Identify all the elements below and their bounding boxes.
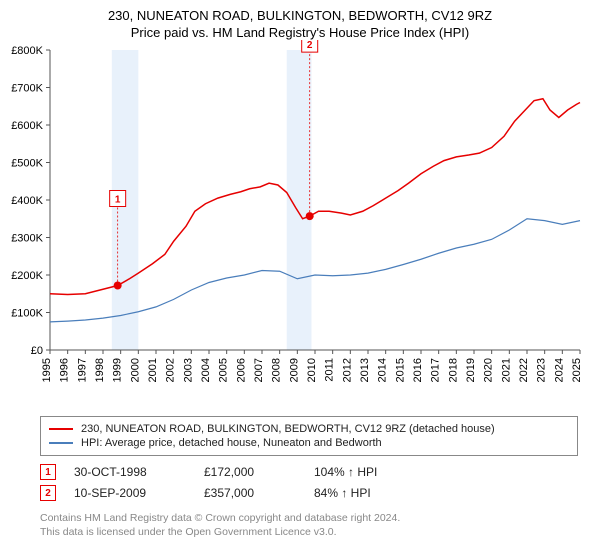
legend-label: HPI: Average price, detached house, Nune…: [81, 437, 382, 449]
sales-table: 1 30-OCT-1998£172,000104% ↑ HPI 2 10-SEP-20…: [40, 464, 578, 501]
y-tick-label: £700K: [11, 83, 43, 95]
x-tick-label: 2007: [253, 358, 265, 382]
x-tick-label: 2003: [182, 358, 194, 382]
x-tick-label: 2012: [341, 358, 353, 382]
x-tick-label: 2025: [571, 358, 583, 382]
chart-title-block: 230, NUNEATON ROAD, BULKINGTON, BEDWORTH…: [0, 0, 600, 40]
y-tick-label: £800K: [11, 45, 43, 57]
legend-item: 230, NUNEATON ROAD, BULKINGTON, BEDWORTH…: [49, 423, 569, 435]
x-tick-label: 2015: [394, 358, 406, 382]
x-tick-label: 2001: [147, 358, 159, 382]
y-tick-label: £600K: [11, 120, 43, 132]
x-tick-label: 2019: [465, 358, 477, 382]
sales-date: 10-SEP-2009: [74, 486, 204, 500]
y-tick-label: £200K: [11, 270, 43, 282]
x-tick-label: 1995: [41, 358, 53, 382]
footer-attribution: Contains HM Land Registry data © Crown c…: [40, 511, 578, 539]
sale-marker-number: 2: [307, 40, 313, 51]
y-tick-label: £500K: [11, 158, 43, 170]
x-tick-label: 2023: [536, 358, 548, 382]
x-tick-label: 2005: [218, 358, 230, 382]
x-tick-label: 2000: [129, 358, 141, 382]
chart-title-line2: Price paid vs. HM Land Registry's House …: [0, 25, 600, 40]
x-tick-label: 2024: [553, 358, 565, 382]
legend-swatch: [49, 442, 73, 444]
sales-marker-box: 2: [40, 485, 56, 501]
sales-hpi: 104% ↑ HPI: [314, 465, 444, 479]
chart-title-line1: 230, NUNEATON ROAD, BULKINGTON, BEDWORTH…: [0, 8, 600, 23]
footer-line2: This data is licensed under the Open Gov…: [40, 525, 578, 539]
footer-line1: Contains HM Land Registry data © Crown c…: [40, 511, 578, 525]
line-chart-svg: £0 £100K £200K £300K £400K £500K £600K £700K £80…: [0, 40, 600, 410]
x-tick-label: 2009: [288, 358, 300, 382]
chart-area: £0 £100K £200K £300K £400K £500K £600K £700K £80…: [0, 40, 600, 410]
y-tick-label: £100K: [11, 308, 43, 320]
legend-label: 230, NUNEATON ROAD, BULKINGTON, BEDWORTH…: [81, 423, 495, 435]
x-tick-label: 2014: [377, 358, 389, 382]
x-tick-label: 1998: [94, 358, 106, 382]
x-tick-label: 1996: [59, 358, 71, 382]
sales-hpi: 84% ↑ HPI: [314, 486, 444, 500]
x-tick-label: 2002: [165, 358, 177, 382]
legend-item: HPI: Average price, detached house, Nune…: [49, 437, 569, 449]
sale-marker-number: 1: [115, 195, 121, 206]
sale-marker-dot: [306, 212, 314, 220]
sales-price: £172,000: [204, 465, 314, 479]
x-tick-label: 2010: [306, 358, 318, 382]
sales-date: 30-OCT-1998: [74, 465, 204, 479]
sales-row: 2 10-SEP-2009£357,00084% ↑ HPI: [40, 485, 578, 501]
y-tick-label: £300K: [11, 233, 43, 245]
x-tick-label: 2016: [412, 358, 424, 382]
x-tick-label: 2006: [235, 358, 247, 382]
y-tick-label: £0: [31, 345, 43, 357]
x-tick-label: 2013: [359, 358, 371, 382]
x-tick-label: 2021: [500, 358, 512, 382]
x-tick-label: 2008: [271, 358, 283, 382]
x-tick-label: 2017: [430, 358, 442, 382]
legend-swatch: [49, 428, 73, 430]
x-tick-label: 2011: [324, 358, 336, 382]
x-tick-label: 1999: [112, 358, 124, 382]
x-tick-label: 2004: [200, 358, 212, 382]
legend: 230, NUNEATON ROAD, BULKINGTON, BEDWORTH…: [40, 416, 578, 456]
x-tick-label: 1997: [76, 358, 88, 382]
x-tick-label: 2018: [447, 358, 459, 382]
sales-row: 1 30-OCT-1998£172,000104% ↑ HPI: [40, 464, 578, 480]
sales-marker-box: 1: [40, 464, 56, 480]
y-tick-label: £400K: [11, 195, 43, 207]
sales-price: £357,000: [204, 486, 314, 500]
sale-marker-dot: [114, 282, 122, 290]
x-tick-label: 2022: [518, 358, 530, 382]
x-tick-label: 2020: [483, 358, 495, 382]
